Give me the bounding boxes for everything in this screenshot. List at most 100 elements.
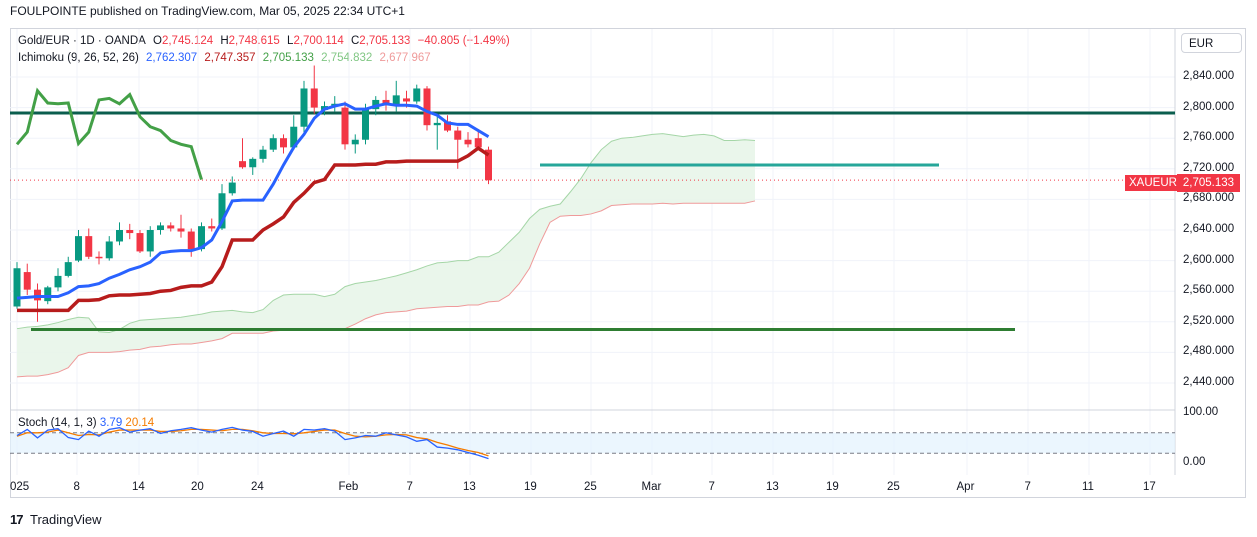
candle-body bbox=[423, 88, 431, 126]
lagging-span-line bbox=[15, 87, 203, 180]
open-value: 2,745.124 bbox=[161, 35, 214, 47]
open-label: O bbox=[153, 35, 162, 47]
currency-button[interactable]: EUR bbox=[1181, 33, 1242, 53]
time-axis-label: 24 bbox=[251, 481, 264, 493]
candle-body bbox=[136, 233, 144, 252]
candle-body bbox=[362, 109, 369, 140]
time-axis-label: 8 bbox=[73, 481, 80, 493]
candle-body bbox=[269, 138, 277, 150]
candle-body bbox=[116, 230, 123, 242]
time-axis-label: 19 bbox=[524, 481, 537, 493]
high-label: H bbox=[220, 35, 229, 47]
candle-body bbox=[54, 275, 62, 288]
time-axis-label: 11 bbox=[1082, 481, 1094, 493]
price-axis-label: 2,480.000 bbox=[1183, 345, 1235, 358]
last-price-tag: 2,705.133 bbox=[1177, 174, 1240, 192]
candle-body bbox=[187, 231, 195, 250]
base-value: 2,747.357 bbox=[204, 52, 256, 64]
base-line bbox=[17, 146, 490, 313]
candle-body bbox=[249, 158, 257, 168]
candle-body bbox=[351, 139, 359, 145]
leading-span-b bbox=[16, 200, 756, 378]
lead2-value: 2,677.967 bbox=[379, 52, 431, 64]
time-axis-label: 13 bbox=[766, 481, 779, 493]
leading-span-a bbox=[16, 133, 756, 334]
candle-body bbox=[146, 230, 154, 252]
candle-body bbox=[433, 122, 441, 126]
price-axis-label: 2,560.000 bbox=[1183, 284, 1235, 297]
candle-body bbox=[485, 149, 492, 181]
stoch-k-value: 3.79 bbox=[99, 417, 123, 429]
candle-body bbox=[218, 193, 226, 229]
stoch-label[interactable]: Stoch (14, 1, 3) bbox=[18, 417, 97, 429]
symbol-label[interactable]: Gold/EUR · 1D · OANDA bbox=[18, 35, 146, 47]
candle-body bbox=[75, 236, 82, 261]
publish-header: FOULPOINTE published on TradingView.com,… bbox=[10, 4, 405, 18]
time-axis-label: 025 bbox=[10, 481, 30, 493]
time-axis-label: 25 bbox=[584, 481, 597, 493]
close-value: 2,705.133 bbox=[359, 35, 411, 47]
candle-body bbox=[280, 138, 287, 148]
tradingview-logo[interactable]: 17 TradingView bbox=[10, 512, 102, 527]
close-label: C bbox=[350, 35, 360, 47]
candle-body bbox=[300, 88, 308, 127]
time-axis-label: Mar bbox=[641, 481, 662, 493]
time-axis-label: 14 bbox=[132, 481, 145, 493]
candle-body bbox=[95, 256, 103, 259]
candle-body bbox=[341, 107, 349, 145]
tv-logo-icon: 17 bbox=[10, 512, 23, 527]
price-axis-label: 2,800.000 bbox=[1183, 100, 1235, 113]
stoch-legend: Stoch (14, 1, 3) 3.79 20.14 bbox=[18, 417, 154, 429]
time-axis-label: 7 bbox=[708, 481, 715, 493]
price-axis-label: 2,600.000 bbox=[1183, 253, 1235, 266]
chart-frame bbox=[10, 28, 1246, 498]
candle-body bbox=[34, 289, 41, 301]
time-axis-label: 19 bbox=[826, 481, 839, 493]
candle-body bbox=[239, 161, 246, 168]
low-label: L bbox=[287, 35, 294, 47]
ichimoku-cloud bbox=[17, 133, 755, 377]
time-axis-label: 25 bbox=[887, 481, 900, 493]
candle-body bbox=[167, 225, 175, 229]
ichimoku-legend: Ichimoku (9, 26, 52, 26) 2,762.307 2,747… bbox=[18, 52, 435, 64]
high-value: 2,748.615 bbox=[228, 35, 280, 47]
price-axis-label: 2,640.000 bbox=[1183, 223, 1235, 235]
price-axis-label: 2,520.000 bbox=[1183, 314, 1235, 327]
price-axis-label: 2,680.000 bbox=[1183, 192, 1235, 205]
ichimoku-label[interactable]: Ichimoku (9, 26, 52, 26) bbox=[18, 52, 139, 64]
candle-body bbox=[259, 149, 267, 159]
candle-body bbox=[444, 121, 451, 131]
candle-body bbox=[464, 139, 472, 145]
conversion-line bbox=[16, 102, 490, 300]
candle-body bbox=[157, 225, 164, 230]
candle-body bbox=[310, 88, 318, 108]
candle-body bbox=[198, 226, 205, 250]
candle-body bbox=[23, 272, 31, 290]
price-axis-label: 2,720.000 bbox=[1183, 161, 1235, 174]
low-value: 2,700.114 bbox=[293, 35, 344, 47]
lagging-value: 2,705.133 bbox=[262, 52, 314, 64]
time-axis-label: Feb bbox=[338, 481, 359, 493]
time-axis-label: 17 bbox=[1143, 481, 1156, 493]
candle-body bbox=[105, 241, 113, 259]
time-axis-label: 7 bbox=[406, 481, 413, 493]
candle-body bbox=[413, 88, 421, 102]
candle-body bbox=[454, 130, 462, 140]
symbol-tag: XAUEUR bbox=[1125, 175, 1181, 191]
time-axis-label: 20 bbox=[191, 481, 204, 493]
stoch-axis-label: 100.00 bbox=[1183, 406, 1219, 418]
candle-body bbox=[474, 138, 482, 148]
lead1-value: 2,754.832 bbox=[321, 52, 373, 64]
candle-body bbox=[228, 182, 236, 194]
candle-body bbox=[64, 262, 72, 276]
candle-body bbox=[290, 126, 298, 148]
price-axis-label: 2,840.000 bbox=[1183, 70, 1235, 82]
price-axis-label: 2,440.000 bbox=[1183, 376, 1235, 388]
conversion-value: 2,762.307 bbox=[146, 52, 198, 64]
time-axis-label: Apr bbox=[956, 481, 975, 493]
stoch-k-line bbox=[16, 426, 489, 460]
candle-body bbox=[392, 95, 400, 106]
time-axis-label: 7 bbox=[1024, 481, 1031, 493]
candle-body bbox=[126, 230, 134, 234]
